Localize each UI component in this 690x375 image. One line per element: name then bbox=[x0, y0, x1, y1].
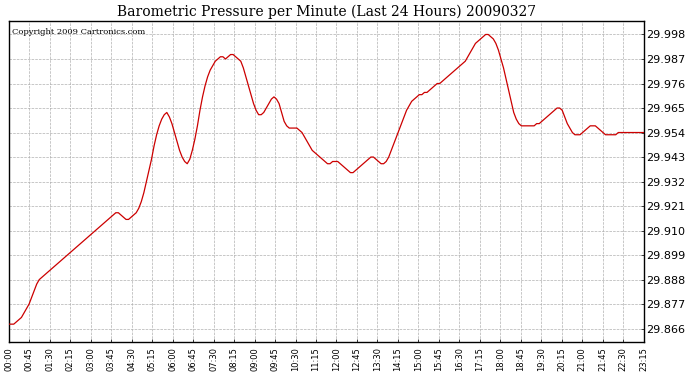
Text: Copyright 2009 Cartronics.com: Copyright 2009 Cartronics.com bbox=[12, 27, 145, 36]
Title: Barometric Pressure per Minute (Last 24 Hours) 20090327: Barometric Pressure per Minute (Last 24 … bbox=[117, 4, 536, 18]
